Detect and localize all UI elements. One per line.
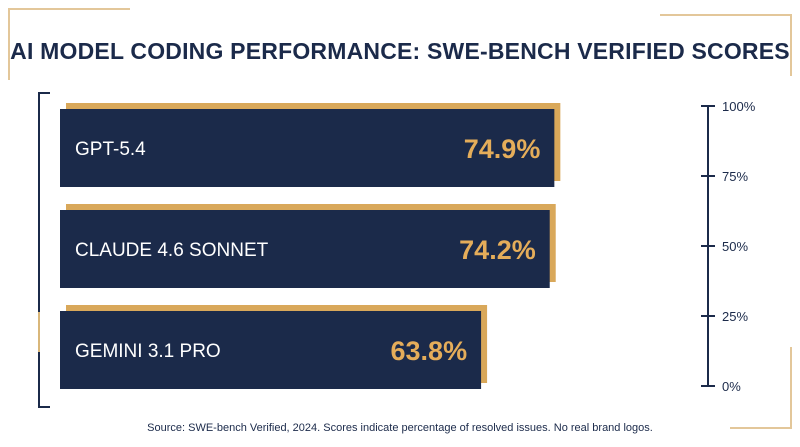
chart-title: AI MODEL CODING PERFORMANCE: SWE-BENCH V… [10,38,790,64]
bar-label-2: CLAUDE 4.6 SONNET [75,240,269,261]
bar-3 [60,311,482,389]
source-note: Source: SWE-bench Verified, 2024. Scores… [147,422,653,434]
axis-tick-label-2: 50% [722,239,748,254]
bar-1 [60,109,555,187]
axis-tick-label-3: 75% [722,169,748,184]
axis-tick-label-1: 25% [722,309,748,324]
axis-tick-label-0: 0% [722,379,741,394]
decor-corner-top-right [660,14,792,76]
bar-value-1: 74.9% [464,134,541,164]
decor-corner-top-left [8,8,130,80]
bar-value-2: 74.2% [459,235,536,265]
bar-label-3: GEMINI 3.1 PRO [75,341,221,362]
axis-tick-label-4: 100% [722,99,756,114]
bar-label-1: GPT-5.4 [75,139,146,160]
decor-left-accent [38,312,46,352]
decor-left-bracket [38,92,50,408]
bar-value-3: 63.8% [391,336,468,366]
bar-2 [60,210,550,288]
decor-corner-bottom-right [730,347,792,429]
